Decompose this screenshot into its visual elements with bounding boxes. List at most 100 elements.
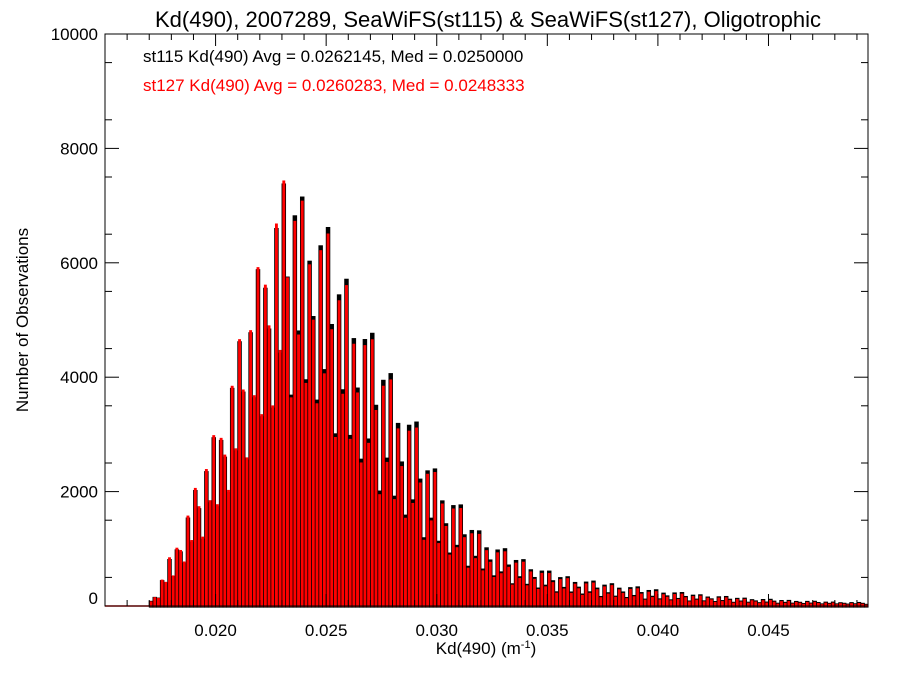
bar-st127 [444,525,448,607]
bar-st127 [289,397,293,607]
bar-st127 [252,395,256,607]
x-axis-label-superscript: -1 [521,639,531,651]
bar-st127 [274,223,278,607]
x-axis-label: Kd(490) (m-1) [436,639,536,658]
bar-st127 [625,598,629,607]
bar-st127 [426,473,430,607]
bar-st127 [241,389,245,607]
bar-st127 [201,536,205,607]
bar-st127 [404,517,407,607]
bar-st127 [164,581,168,607]
bar-st127 [488,561,492,607]
bar-st127 [356,392,359,607]
bar-st127 [695,599,699,607]
bar-st127 [698,595,702,607]
bar-st127 [352,343,356,607]
bar-st127 [735,599,739,607]
bar-st127 [658,599,662,607]
bar-st127 [643,599,647,607]
bar-st127 [433,472,437,607]
bar-st127 [157,597,160,607]
bar-st127 [245,457,249,607]
bar-st127 [370,339,374,607]
bar-st127 [311,319,315,607]
bar-st127 [333,436,337,607]
y-tick-label: 10000 [51,25,98,44]
bar-st127 [813,601,817,607]
bar-st127 [518,578,522,607]
bar-st127 [463,537,466,607]
bar-st127 [297,334,300,607]
bar-st127 [547,573,551,607]
bar-st127 [651,597,654,607]
y-axis-label: Number of Observations [13,228,32,412]
bar-st127 [219,437,223,607]
bar-st127 [584,583,588,607]
bar-st127 [204,469,208,607]
x-tick-label: 0.040 [637,621,680,640]
x-tick-label: 0.020 [194,621,237,640]
bar-st127 [503,551,507,607]
y-tick-label: 2000 [60,483,98,502]
bar-st127 [249,330,253,607]
bar-st127 [300,200,304,607]
bar-st127 [429,520,433,607]
bar-st127 [525,585,529,607]
bar-st127 [485,550,489,607]
bar-st127 [348,438,352,607]
x-axis-label-suffix: ) [531,639,537,658]
bar-st127 [569,592,573,607]
y-axis: 0 2000 4000 6000 8000 10000 [51,25,868,608]
bar-st127 [558,579,562,607]
bar-st127 [263,284,267,607]
bar-st127 [227,489,230,607]
bar-st127 [521,561,525,607]
bar-st127 [326,233,330,607]
bar-st127 [739,601,743,607]
bar-st127 [592,582,595,607]
bar-st127 [780,601,783,607]
x-tick-label: 0.045 [747,621,790,640]
bar-st127 [499,573,503,607]
bar-st127 [603,586,606,607]
bar-st127 [374,409,378,607]
y-tick-label: 0 [89,589,98,608]
series-st127 [149,180,868,607]
bar-st127 [606,593,610,607]
bar-st127 [588,592,592,607]
bar-st127 [632,596,636,607]
bar-st127 [322,373,326,607]
bar-st127 [256,267,260,607]
bar-st127 [470,533,474,607]
bar-st127 [617,589,621,607]
bar-st127 [448,554,452,607]
bar-st127 [186,515,190,607]
bar-st127 [540,572,544,607]
bar-st127 [315,403,319,607]
x-tick-label: 0.035 [526,621,569,640]
bar-st127 [724,597,728,607]
bar-st127 [710,599,713,607]
bar-st127 [533,578,536,607]
bar-st127 [381,385,385,607]
x-axis: 0.020 0.025 0.030 0.035 0.040 0.045 [104,34,858,640]
bar-st127 [459,508,463,607]
bar-st127 [496,552,500,607]
bar-st127 [378,494,382,607]
bar-st127 [208,500,212,607]
chart-title: Kd(490), 2007289, SeaWiFS(st115) & SeaWi… [155,7,821,32]
x-axis-label-main: Kd(490) (m [436,639,521,658]
y-tick-label: 6000 [60,254,98,273]
bar-st127 [639,593,643,607]
bar-st127 [566,578,570,607]
bar-st127 [392,499,396,607]
plot-frame [104,33,869,607]
bar-st127 [787,600,791,607]
bar-st127 [179,549,183,607]
bar-st127 [341,393,345,607]
bar-st127 [182,561,186,607]
bar-st127 [160,579,164,607]
bar-st127 [536,588,540,607]
bar-st127 [193,487,197,607]
